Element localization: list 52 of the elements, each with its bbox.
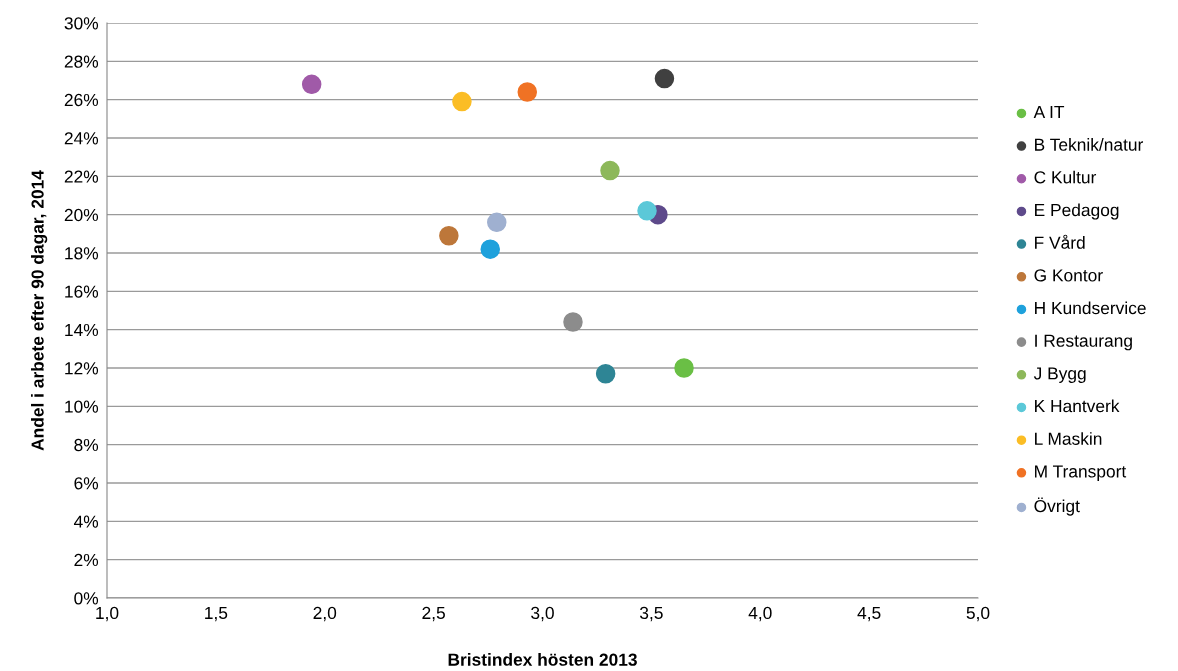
- y-tick-label: 0%: [74, 592, 99, 605]
- point: [452, 91, 472, 112]
- y-axis-title: Andel i arbete efter 90 dagar, 2014: [30, 170, 48, 451]
- y-tick-label: 22%: [64, 170, 99, 183]
- point: [563, 312, 583, 332]
- y-tick-label: 26%: [64, 93, 99, 107]
- x-tick-label: 4,5: [857, 606, 881, 622]
- point: [517, 82, 538, 102]
- y-tick-label: 24%: [64, 132, 99, 145]
- point: [595, 364, 616, 384]
- legend-label: Övrigt: [1034, 497, 1080, 516]
- legend-label: F Vård: [1035, 234, 1085, 249]
- y-tick-label: 8%: [74, 438, 99, 452]
- legend-label: M Transport: [1035, 465, 1127, 481]
- legend-label: C Kultur: [1034, 170, 1097, 184]
- x-tick-label: 4,0: [748, 606, 772, 622]
- point: [654, 68, 675, 89]
- x-tick-label: 2,5: [422, 606, 445, 622]
- legend-label: H Kundservice: [1035, 301, 1146, 315]
- y-tick-label: 20%: [64, 208, 99, 222]
- legend-label: I Restaurang: [1035, 334, 1132, 351]
- y-tick-label: 2%: [74, 553, 99, 567]
- point: [439, 226, 459, 246]
- y-tick-label: 30%: [64, 17, 99, 30]
- y-tick-label: 12%: [65, 362, 99, 375]
- x-axis-title: Bristindex hösten 2013: [448, 653, 637, 666]
- y-tick-label: 16%: [65, 285, 99, 298]
- point: [480, 239, 500, 259]
- y-tick-label: 10%: [65, 400, 99, 413]
- y-tick-label: 18%: [65, 247, 99, 260]
- legend-label: L Maskin: [1035, 432, 1102, 445]
- legend-label: G Kontor: [1034, 269, 1103, 282]
- legend-label: E Pedagog: [1035, 203, 1119, 220]
- x-tick-label: 3,0: [531, 606, 554, 622]
- x-tick-label: 3,5: [639, 606, 663, 622]
- y-tick-label: 28%: [64, 55, 99, 68]
- legend-label: A IT: [1033, 106, 1065, 118]
- legend-label: J Bygg: [1033, 367, 1086, 383]
- point: [600, 160, 620, 181]
- point: [674, 358, 694, 378]
- point: [487, 212, 507, 233]
- x-tick-label: 1,5: [205, 606, 228, 622]
- point: [637, 201, 657, 221]
- y-tick-label: 6%: [74, 477, 99, 490]
- y-tick-label: 14%: [65, 323, 99, 337]
- y-tick-label: 4%: [73, 515, 99, 528]
- x-tick-label: 5,0: [966, 606, 990, 622]
- legend-label: K Hantverk: [1035, 399, 1120, 413]
- x-tick-label: 1,0: [96, 606, 119, 622]
- legend-label: B Teknik/natur: [1035, 138, 1144, 151]
- x-tick-label: 2,0: [313, 606, 337, 622]
- point: [301, 74, 322, 95]
